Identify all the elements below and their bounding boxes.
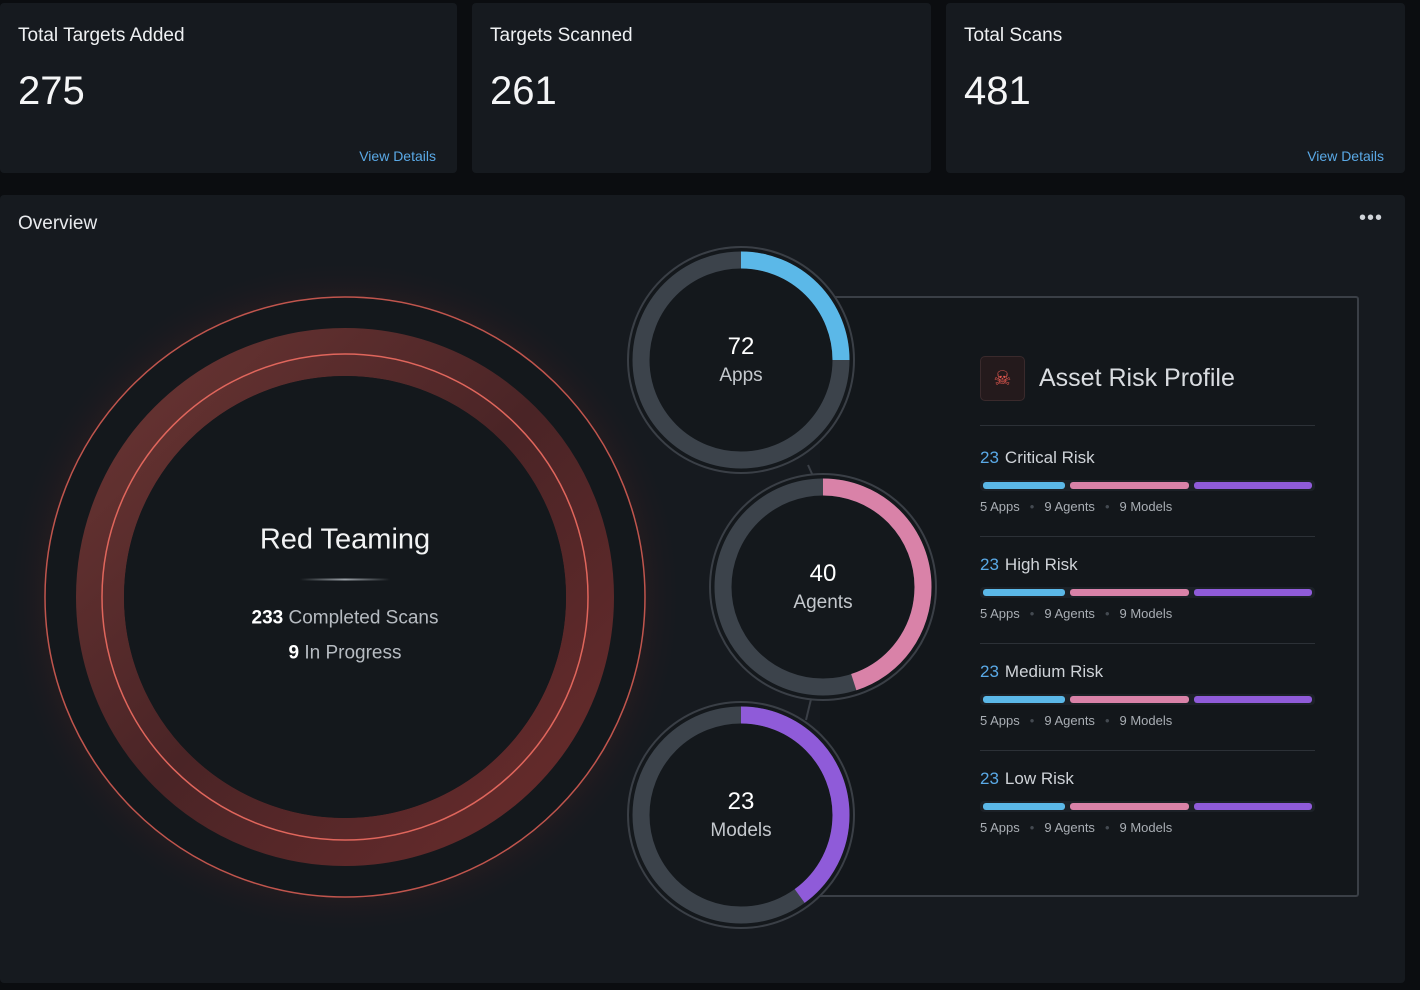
apps-count: 5 Apps	[980, 499, 1020, 514]
models-segment	[1193, 482, 1313, 489]
agents-segment	[1070, 696, 1189, 703]
models-count: 9 Models	[1119, 606, 1173, 621]
card-value: 481	[964, 69, 1031, 113]
ring-value: 72	[727, 333, 755, 360]
in-progress-label: In Progress	[304, 642, 402, 664]
divider	[980, 750, 1315, 751]
models-segment	[1193, 803, 1313, 810]
card-title: Total Scans	[964, 25, 1063, 46]
risk-count: 23	[980, 448, 999, 467]
apps-segment	[983, 589, 1066, 596]
agents-count: 9 Agents	[1044, 820, 1095, 835]
agents-count: 9 Agents	[1044, 713, 1095, 728]
models-count: 9 Models	[1119, 713, 1173, 728]
in-progress-count: 9	[288, 642, 300, 664]
risk-profile-header: ☠ Asset Risk Profile	[980, 356, 1235, 401]
risk-level-row: 23 High Risk 5 Apps • 9 Agents • 9 Models	[980, 555, 1315, 621]
view-details-link[interactable]: View Details	[1307, 148, 1384, 164]
risk-label: Medium Risk	[1004, 662, 1104, 681]
models-segment	[1193, 696, 1313, 703]
divider	[980, 425, 1315, 426]
red-teaming-summary: Red Teaming 233 Completed Scans 9 In Pro…	[195, 524, 495, 671]
apps-ring[interactable]: 72 Apps	[719, 333, 762, 387]
risk-label: Low Risk	[1004, 769, 1074, 788]
apps-segment	[983, 696, 1066, 703]
models-progress-arc	[632, 706, 850, 924]
view-details-link[interactable]: View Details	[359, 148, 436, 164]
red-inner-ring	[101, 353, 589, 841]
ring-value: 23	[727, 788, 755, 815]
models-segment	[1193, 589, 1313, 596]
apps-segment	[983, 803, 1066, 810]
red-teaming-title: Red Teaming	[259, 523, 431, 556]
divider	[980, 536, 1315, 537]
total-scans-card: Total Scans 481 View Details	[946, 3, 1405, 173]
risk-breakdown-bar	[980, 801, 1315, 812]
agents-count: 9 Agents	[1044, 499, 1095, 514]
total-targets-card: Total Targets Added 275 View Details	[0, 3, 457, 173]
risk-label: High Risk	[1004, 555, 1078, 574]
divider	[980, 643, 1315, 644]
risk-level-row: 23 Low Risk 5 Apps • 9 Agents • 9 Models	[980, 769, 1315, 835]
risk-label: Critical Risk	[1004, 448, 1095, 467]
risk-count: 23	[980, 555, 999, 574]
card-value: 261	[490, 69, 557, 113]
models-ring[interactable]: 23 Models	[710, 788, 771, 842]
red-core	[124, 376, 566, 818]
agents-segment	[1070, 482, 1189, 489]
overview-graphic	[5, 246, 937, 937]
skull-crossbones-icon: ☠	[980, 356, 1025, 401]
ring-label: Agents	[793, 592, 853, 613]
apps-segment	[983, 482, 1066, 489]
agents-segment	[1070, 589, 1189, 596]
apps-count: 5 Apps	[980, 713, 1020, 728]
divider	[300, 578, 390, 581]
ring-value: 40	[809, 560, 837, 587]
red-band-ring	[76, 328, 614, 866]
risk-count: 23	[980, 662, 999, 681]
risk-breakdown-bar	[980, 587, 1315, 598]
apps-count: 5 Apps	[980, 606, 1020, 621]
ring-label: Models	[710, 820, 772, 841]
agents-count: 9 Agents	[1044, 606, 1095, 621]
risk-breakdown-bar	[980, 480, 1315, 491]
card-value: 275	[18, 69, 85, 113]
risk-level-row: 23 Medium Risk 5 Apps • 9 Agents • 9 Models	[980, 662, 1315, 728]
agents-segment	[1070, 803, 1189, 810]
card-title: Targets Scanned	[490, 25, 633, 46]
apps-progress-arc	[632, 251, 850, 469]
completed-label: Completed Scans	[288, 607, 439, 629]
ellipsis-icon[interactable]: •••	[1358, 207, 1383, 229]
agents-progress-arc	[714, 478, 932, 696]
overview-panel: Overview ••• ☠ Asset Risk Profile 23 Crit…	[0, 195, 1405, 983]
agents-ring[interactable]: 40 Agents	[793, 560, 852, 614]
apps-count: 5 Apps	[980, 820, 1020, 835]
card-title: Total Targets Added	[18, 25, 185, 46]
completed-count: 233	[251, 607, 284, 629]
risk-level-row: 23 Critical Risk 5 Apps • 9 Agents • 9 Models	[980, 448, 1315, 514]
ring-label: Apps	[719, 365, 763, 386]
models-count: 9 Models	[1119, 499, 1173, 514]
models-count: 9 Models	[1119, 820, 1173, 835]
overview-title: Overview	[18, 213, 98, 234]
risk-count: 23	[980, 769, 999, 788]
risk-breakdown-bar	[980, 694, 1315, 705]
targets-scanned-card: Targets Scanned 261	[472, 3, 931, 173]
risk-profile-title: Asset Risk Profile	[1039, 364, 1235, 392]
